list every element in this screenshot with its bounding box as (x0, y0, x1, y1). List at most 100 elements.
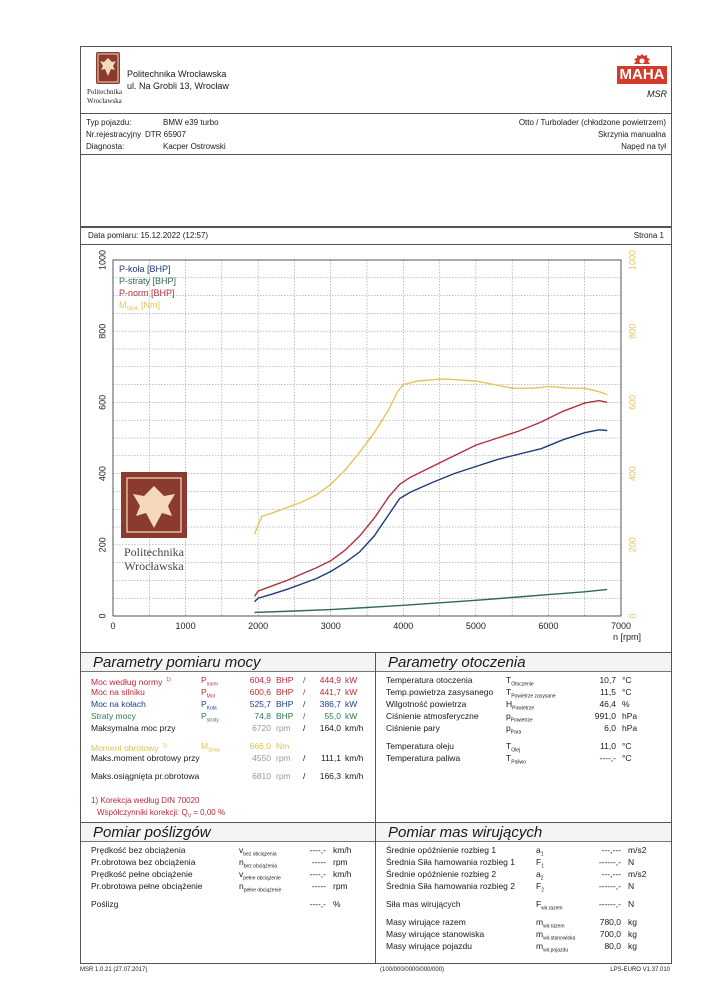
masses-row-symbol-sub: wir.razem (543, 923, 565, 930)
power-row-label: Moc według normy 1) (91, 675, 171, 688)
power-row-sep: / (303, 675, 306, 685)
power-row-value1: 6810 (252, 771, 271, 781)
ambient-row-symbol-sub: Powietrze zasysane (511, 693, 556, 700)
slip-row-symbol-sub: pełne obciążenie (243, 887, 282, 894)
ambient-row-symbol-sub: Otoczenie (511, 681, 534, 688)
slip-row-symbol: npełne obciążenie (239, 881, 281, 897)
power-row-label-text: Moc według normy (91, 676, 163, 687)
x-tick-label: 3000 (321, 621, 341, 631)
power-row-unit1: BHP (276, 699, 294, 709)
series-line-1 (254, 588, 608, 614)
x-tick-label: 7000 (611, 621, 631, 631)
slip-row-value: ----,- (309, 845, 326, 855)
ambient-row-label: Temperatura oleju (386, 741, 455, 751)
masses-row-value: ------,- (598, 899, 621, 909)
power-row-value1: 6720 (252, 723, 271, 733)
report-sheet: Politechnika Wrocławska Politechnika Wro… (80, 46, 672, 976)
ambient-section: Parametry otoczenia Temperatura otoczeni… (375, 652, 672, 824)
y-tick-label-left: 200 (97, 537, 107, 552)
power-row-label: Moment obrotowy 1) (91, 741, 167, 754)
ambient-row-unit: hPa (622, 723, 638, 733)
power-row-label-text: Moment obrotowy (91, 742, 159, 753)
ambient-row-value: 6,0 (604, 723, 616, 733)
masses-row-symbol-sub: 1 (540, 851, 544, 858)
power-row-value2: 55,0 (324, 711, 341, 721)
power-row-value2: 164,0 (319, 723, 341, 733)
ambient-row-unit: °C (622, 675, 632, 685)
power-row-sep: / (303, 771, 306, 781)
power-row-sup: 1) (162, 743, 168, 749)
slip-row-symbol-letter: n (239, 881, 244, 891)
ambient-row-symbol-letter: T (506, 687, 512, 697)
ambient-row-label: Temp.powietrza zasysanego (386, 687, 494, 697)
masses-row-unit: N (628, 881, 635, 891)
power-row-value2: 111,1 (320, 753, 341, 763)
masses-row-symbol-letter: m (536, 917, 544, 927)
masses-row-label: Siła mas wirujących (386, 899, 461, 909)
masses-row-symbol-sub: 1 (541, 863, 544, 870)
diagnostician-label: Diagnosta: (86, 142, 125, 151)
power-row-label: Maks.moment obrotowy przy (91, 753, 200, 764)
footer-left: MSR 1.0.21 (27.07.2017) (80, 967, 148, 973)
masses-row-unit: m/s2 (628, 845, 647, 855)
din-note: 1) Korekcja według DIN 70020 (91, 796, 200, 805)
power-row-value2: 386,7 (319, 699, 341, 709)
maha-logo: MAHA MSR (617, 53, 667, 111)
y-tick-label-right: 600 (627, 395, 637, 410)
power-row-unit2: kW (345, 687, 358, 697)
power-title: Parametry pomiaru mocy (93, 654, 261, 671)
x-axis-label: n [rpm] (613, 632, 641, 642)
ambient-row-symbol: HPowietrze (506, 699, 534, 715)
masses-title-bar: Pomiar mas wirujących (376, 823, 671, 842)
ambient-row-label: Ciśnienie pary (386, 723, 440, 733)
masses-section: Pomiar mas wirujących Średnie opóźnienie… (375, 822, 672, 964)
x-tick-label: 1000 (176, 621, 196, 631)
legend-entry-2: P-norm [BHP] (119, 288, 175, 298)
ambient-row-label: Ciśnienie atmosferyczne (386, 711, 479, 721)
x-tick-label: 0 (110, 621, 115, 631)
ambient-row-unit: % (622, 699, 630, 709)
slip-row-unit: km/h (333, 845, 352, 855)
masses-row-value: 80,0 (604, 941, 621, 951)
power-symbol-letter: P (201, 711, 207, 721)
ambient-row-value: ----,- (599, 753, 616, 763)
ambient-row-symbol: pPowietrze (506, 711, 533, 727)
power-row-symbol: Pstraty (201, 711, 219, 727)
masses-row-symbol-letter: a (536, 845, 541, 855)
ambient-row-symbol-sub: Para (510, 729, 522, 736)
power-row-unit2: kW (345, 699, 358, 709)
power-row-unit1: rpm (276, 723, 291, 733)
masses-row-symbol: a2 (536, 869, 544, 885)
ambient-row-symbol: TPowietrze zasysane (506, 687, 556, 703)
slip-row-symbol: nbez obciążenia (239, 857, 277, 873)
power-row-symbol: MSilnik (201, 741, 220, 757)
power-row-unit1: BHP (276, 675, 294, 685)
power-row-value2: 444,9 (319, 675, 341, 685)
masses-row-symbol-sub: wir.stanowiska (543, 935, 576, 942)
ambient-row-symbol-sub: Powietrze (512, 705, 535, 712)
masses-row-symbol-letter: a (536, 869, 541, 879)
power-row-label-text: Moc na kołach (91, 699, 146, 709)
power-row-value1: 525,7 (249, 699, 271, 709)
eagle-shield-icon (96, 52, 120, 84)
gear-icon (631, 53, 653, 67)
power-row-sep: / (303, 687, 306, 697)
masses-row-symbol: Fwir.razem (536, 899, 563, 915)
masses-row-symbol: mwir.stanowiska (536, 929, 575, 945)
power-symbol-letter: P (201, 675, 207, 685)
vehicle-type-label: Typ pojazdu: (86, 118, 132, 127)
vehicle-reg-label: Nr.rejestracyjny (86, 130, 142, 139)
slip-row-value: ----- (311, 881, 326, 891)
slip-row-symbol-letter: v (239, 869, 244, 879)
y-tick-label-right: 1000 (627, 250, 637, 270)
ambient-row-unit: °C (622, 741, 632, 751)
university-logo: Politechnika Wrocławska (87, 52, 127, 108)
masses-row-label: Masy wirujące pojazdu (386, 941, 472, 951)
slip-row-value: ----- (311, 857, 326, 867)
ambient-row-symbol: pPara (506, 723, 521, 739)
slip-row-label: Pr.obrotowa pełne obciążenie (91, 881, 203, 891)
power-symbol-sub: norm (206, 681, 219, 688)
legend-m-sub: Silnik (127, 306, 139, 312)
power-row-label-text: Maks.moment obrotowy przy (91, 753, 200, 763)
